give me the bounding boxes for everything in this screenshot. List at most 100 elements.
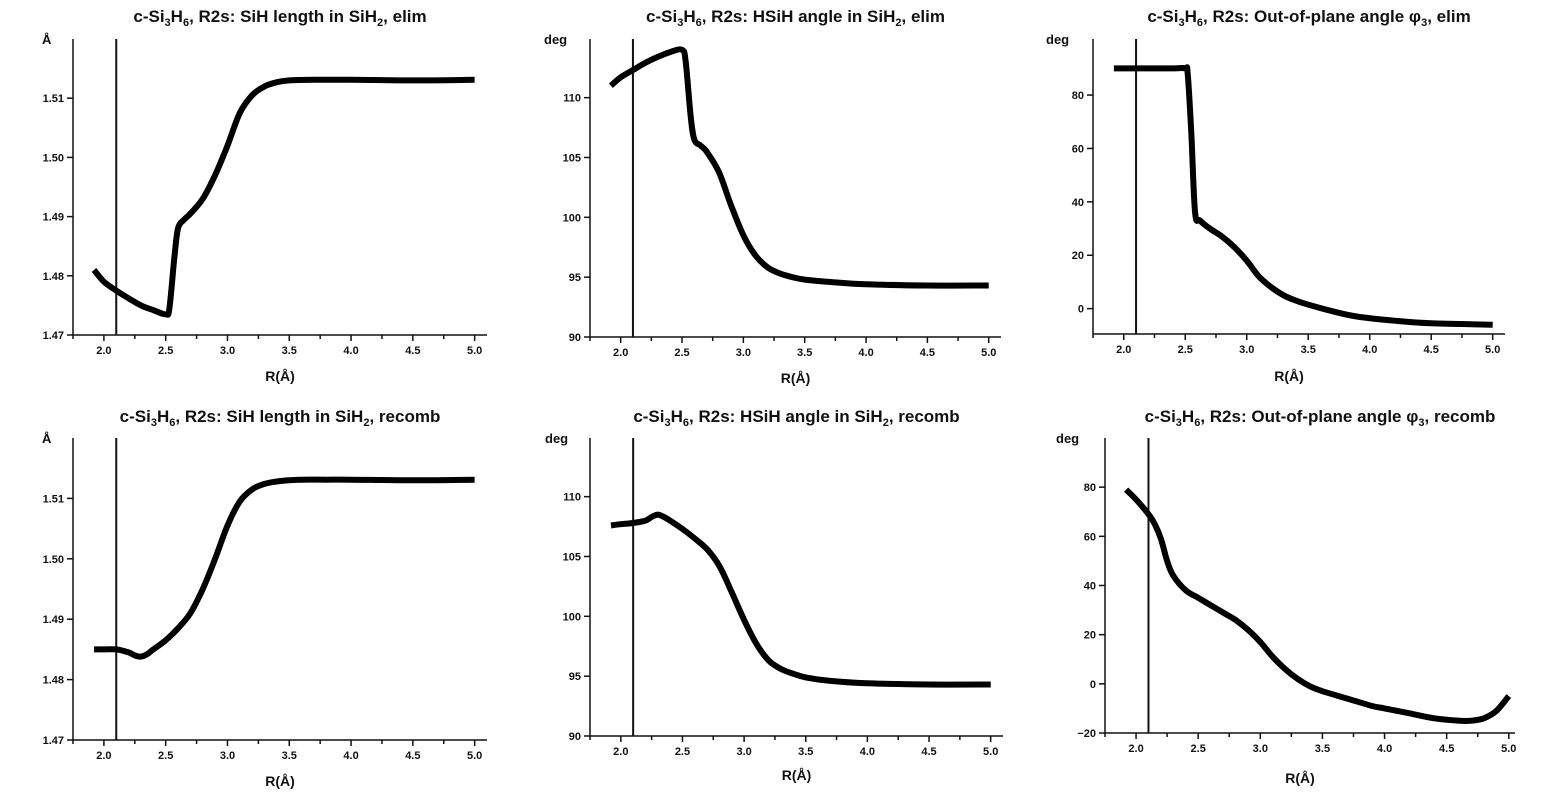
y-tick-label: 95 (569, 272, 581, 284)
y-tick-label: 90 (569, 332, 581, 344)
y-tick-label: 40 (1072, 197, 1084, 209)
x-tick-label: 2.5 (158, 750, 173, 762)
y-tick-label: 100 (563, 212, 581, 224)
title-text: c-Si (1147, 7, 1178, 26)
chart-title: c-Si3H6, R2s: Out-of-plane angle φ3, rec… (1145, 407, 1496, 429)
x-tick-label: 3.0 (1253, 743, 1268, 755)
x-tick-label: 4.0 (343, 345, 358, 357)
x-tick-label: 3.5 (282, 750, 297, 762)
y-tick-label: 1.49 (43, 212, 64, 224)
x-tick-label: 3.0 (736, 746, 751, 758)
x-axis-label: R(Å) (265, 773, 295, 789)
x-tick-label: 2.5 (1191, 743, 1206, 755)
y-tick-label: 0 (1078, 304, 1084, 316)
title-subscript: 3 (665, 417, 671, 429)
x-tick-label: 2.5 (1178, 344, 1193, 356)
x-tick-label: 2.0 (613, 347, 628, 359)
title-text: , elim (383, 7, 426, 26)
x-tick-label: 2.0 (1116, 344, 1131, 356)
title-text: , elim (1427, 7, 1470, 26)
title-text: , R2s: SiH length in SiH (175, 407, 363, 426)
x-tick-label: 4.0 (860, 746, 875, 758)
y-tick-label: 110 (563, 492, 581, 504)
chart-panel: c-Si3H6, R2s: HSiH angle in SiH2, recomb… (545, 407, 1003, 783)
series-line (1113, 64, 1493, 328)
title-text: , recomb (369, 407, 440, 426)
x-tick-label: 4.0 (343, 750, 358, 762)
y-tick-label: 1.48 (43, 675, 64, 687)
title-text: , recomb (1425, 407, 1496, 426)
y-tick-label: 105 (563, 551, 581, 563)
title-text: , R2s: HSiH angle in SiH (702, 7, 896, 26)
x-tick-label: 5.0 (1501, 743, 1516, 755)
y-axis-label: Å (42, 32, 52, 47)
x-tick-label: 4.0 (858, 347, 873, 359)
x-axis-label: R(Å) (1274, 368, 1304, 384)
y-tick-label: 60 (1084, 531, 1096, 543)
chart-panel: c-Si3H6, R2s: SiH length in SiH2, elim 1.… (42, 7, 487, 384)
title-subscript: 3 (1176, 417, 1182, 429)
title-subscript: 2 (895, 17, 901, 29)
y-tick-label: 110 (563, 93, 581, 105)
x-axis-label: R(Å) (265, 368, 295, 384)
series-line (610, 511, 991, 688)
y-tick-label: 1.47 (43, 735, 64, 747)
x-tick-label: 4.5 (921, 746, 936, 758)
title-text: H (157, 407, 169, 426)
x-tick-label: 5.0 (467, 345, 482, 357)
x-tick-label: 4.5 (405, 345, 420, 357)
y-tick-label: 40 (1084, 581, 1096, 593)
y-tick-label: 105 (563, 152, 581, 164)
y-tick-label: 1.50 (43, 554, 64, 566)
title-subscript: 6 (696, 17, 702, 29)
x-axis-label: R(Å) (1285, 770, 1315, 786)
y-tick-label: 95 (569, 671, 581, 683)
x-tick-label: 4.5 (1439, 743, 1454, 755)
x-tick-label: 3.5 (1301, 344, 1316, 356)
title-subscript: 2 (363, 417, 369, 429)
y-tick-label: 60 (1072, 143, 1084, 155)
chart-panel: c-Si3H6, R2s: HSiH angle in SiH2, elim 90… (544, 7, 1001, 386)
x-tick-label: 4.0 (1377, 743, 1392, 755)
y-axis-label: deg (1046, 32, 1069, 47)
x-tick-label: 3.5 (798, 746, 813, 758)
title-text: , R2s: Out-of-plane angle φ (1203, 7, 1421, 26)
y-tick-label: 80 (1084, 482, 1096, 494)
x-tick-label: 4.5 (405, 750, 420, 762)
title-text: , R2s: Out-of-plane angle φ (1200, 407, 1418, 426)
y-tick-label: 90 (569, 731, 581, 743)
title-text: H (683, 7, 695, 26)
x-axis-label: R(Å) (781, 370, 811, 386)
x-tick-label: 4.0 (1362, 344, 1377, 356)
title-subscript: 3 (151, 417, 157, 429)
x-tick-label: 5.0 (467, 750, 482, 762)
title-text: , R2s: SiH length in SiH (189, 7, 377, 26)
y-tick-label: 20 (1084, 630, 1096, 642)
title-subscript: 6 (169, 417, 175, 429)
title-subscript: 3 (1421, 17, 1427, 29)
y-axis-label: deg (544, 32, 567, 47)
title-subscript: 3 (1179, 17, 1185, 29)
x-tick-label: 5.0 (983, 746, 998, 758)
x-tick-label: 2.0 (96, 750, 111, 762)
series-line (608, 46, 989, 289)
y-tick-label: 1.51 (43, 93, 64, 105)
title-text: c-Si (133, 7, 164, 26)
chart-title: c-Si3H6, R2s: HSiH angle in SiH2, elim (646, 7, 945, 29)
x-tick-label: 3.5 (797, 347, 812, 359)
y-tick-label: 1.50 (43, 152, 64, 164)
title-subscript: 2 (377, 17, 383, 29)
x-tick-label: 3.5 (1315, 743, 1330, 755)
y-tick-label: 80 (1072, 90, 1084, 102)
y-tick-label: 20 (1072, 250, 1084, 262)
x-axis-label: R(Å) (782, 767, 812, 783)
title-subscript: 2 (883, 417, 889, 429)
title-subscript: 6 (683, 417, 689, 429)
x-tick-label: 3.5 (282, 345, 297, 357)
y-tick-label: 1.51 (43, 493, 64, 505)
title-subscript: 3 (165, 17, 171, 29)
y-axis-label: deg (1056, 431, 1079, 446)
title-text: c-Si (646, 7, 677, 26)
series-line (93, 476, 475, 660)
